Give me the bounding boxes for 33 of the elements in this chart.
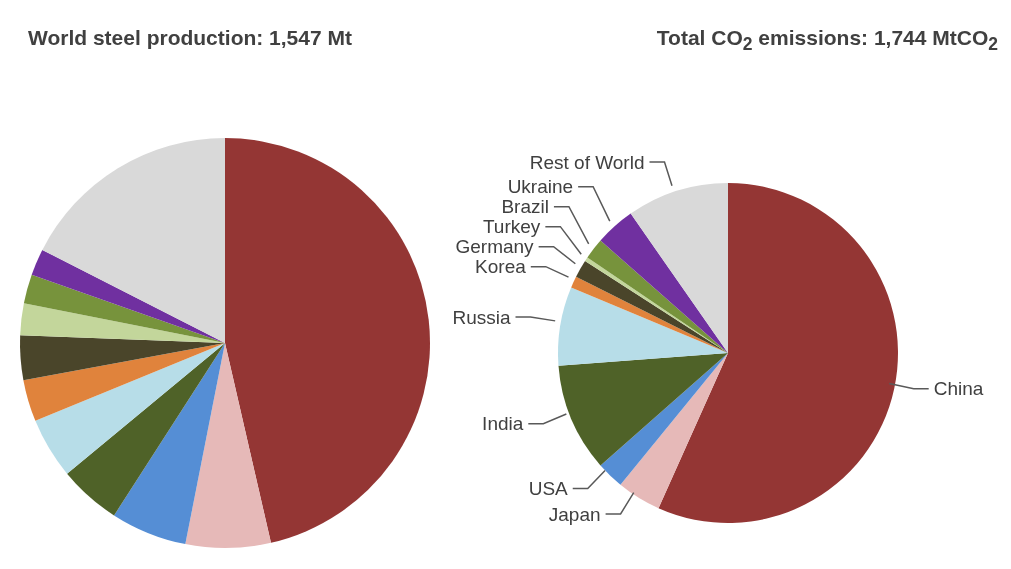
pie-slice [658, 183, 898, 523]
pie-slice [23, 343, 225, 421]
slice-label: Rest of World [529, 151, 645, 173]
pie-slice [42, 138, 225, 343]
pie-slice [620, 353, 728, 509]
pie-slice [225, 138, 430, 543]
pie-slice [587, 240, 728, 353]
slice-label: China [933, 378, 984, 400]
pie-slice [630, 183, 728, 353]
slice-label: USA [528, 478, 569, 500]
slice-label: Ukraine [507, 176, 574, 198]
pie-slice [558, 353, 728, 466]
pie-slice [571, 276, 728, 353]
pie-slice [67, 343, 225, 516]
slice-label: Korea [475, 256, 527, 278]
pie-slice [600, 213, 728, 353]
pie-slice [20, 303, 225, 343]
pie-slice [35, 343, 225, 474]
pie-slice [114, 343, 225, 545]
chart-title: World steel production: 1,547 Mt [27, 25, 353, 51]
chart-title: Total CO$_{2}$ emissions: 1,744 MtCO$_{2}$ [655, 25, 999, 57]
pie-slice [600, 353, 728, 485]
slice-label: India [482, 413, 524, 435]
slice-label: Turkey [482, 216, 541, 238]
slice-label: Russia [452, 306, 511, 328]
pie-slice [23, 274, 225, 343]
pie-slice [558, 287, 728, 366]
pie-slice [185, 343, 271, 548]
slice-label: Germany [455, 236, 535, 258]
slice-label: Brazil [501, 196, 549, 218]
slice-label: Japan [548, 503, 601, 525]
pie-slice [31, 249, 225, 343]
pie-slice [20, 335, 225, 381]
